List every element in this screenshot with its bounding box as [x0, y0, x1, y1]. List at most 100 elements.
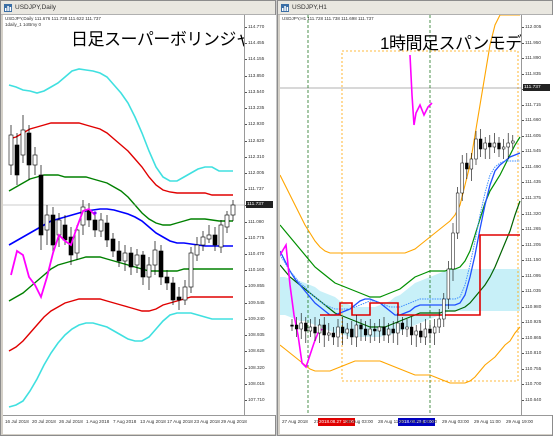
h1-chart-title: 1時間足スパンモデル [380, 34, 521, 53]
h1-chart-plot[interactable]: USDJPY,H1 111.728 111.738 111.698 111.73… [280, 15, 521, 415]
chart-window-icon [4, 4, 12, 12]
candle-body [414, 330, 418, 336]
candle-body [122, 252, 128, 262]
bollinger-plus1-line [8, 174, 233, 226]
candle-body [313, 326, 317, 334]
daily-ohlc-readout: USDJPY,Daily 111.676 111.738 111.622 111… [5, 16, 101, 21]
candle-body [170, 282, 176, 301]
candle-body [368, 328, 372, 336]
daily-chart-plot[interactable]: USDJPY,Daily 111.676 111.738 111.622 111… [3, 15, 244, 415]
price-tick [245, 254, 247, 256]
time-label: 17 Aug 2018 [167, 419, 193, 424]
price-tick [522, 151, 524, 153]
daily-chart-titlebar[interactable]: USDJPY,Daily [1, 1, 275, 15]
chikou-span-line-b [409, 54, 433, 126]
time-label: 27 [314, 419, 320, 424]
price-label: 111.375 [525, 194, 541, 200]
candle-body [322, 324, 326, 336]
price-tick [245, 43, 247, 45]
candle-body [327, 332, 331, 336]
price-label: 111.715 [525, 101, 541, 107]
h1-chart-titlebar[interactable]: USDJPY,H1 [278, 1, 552, 15]
candle-body [50, 214, 56, 246]
candle-body [128, 252, 134, 268]
candle-body [8, 134, 14, 166]
price-tick [522, 353, 524, 355]
h1-chart-symbol: USDJPY,H1 [292, 4, 327, 11]
candle-body [511, 140, 515, 144]
price-label: 112.005 [525, 24, 542, 29]
time-label: 29 Aug 2018 [221, 419, 247, 424]
daily-chart-title: 日足スーパーボリンジャー [71, 30, 244, 49]
span-red-step-line [320, 234, 520, 316]
price-tick [245, 75, 247, 77]
time-label: 27 Aug 2018 [282, 419, 308, 424]
price-label: 109.855 [248, 283, 265, 289]
price-label: 112.310 [248, 153, 265, 159]
price-tick [522, 120, 524, 122]
candle-body [483, 142, 487, 150]
daily-indicator-label: 1daily_1 1σBmy 0 [5, 22, 42, 27]
time-label: 13 Aug 2018 [140, 419, 166, 424]
highlight-blue-time-marker: 2018.08.29 03:00 [398, 418, 436, 426]
daily-chart-window[interactable]: USDJPY,Daily USDJPY,Daily 111.676 111.73… [0, 0, 276, 436]
h1-price-axis[interactable]: 112.005111.950111.890111.835111.775111.7… [521, 15, 553, 415]
price-label: 111.835 [525, 70, 541, 76]
h1-time-axis[interactable]: 2018.08.27 18:00 2018.08.29 03:00 27 Aug 2… [280, 415, 552, 434]
daily-price-axis[interactable]: 114.770 114.455 114.155 113.850 113.540 113.2… [244, 15, 276, 415]
candle-body [428, 328, 432, 334]
candle-body [391, 328, 395, 334]
h1-chart-window[interactable]: USDJPY,H1 USDJPY,H1 111.728 111.738 111.… [277, 0, 553, 436]
price-tick [522, 182, 524, 184]
candle-body [164, 276, 170, 284]
price-label: 111.545 [525, 148, 541, 154]
price-tick [522, 275, 524, 277]
candle-body [340, 326, 345, 334]
price-tick [245, 335, 247, 337]
price-label: 110.470 [248, 251, 265, 257]
price-label: 108.320 [248, 364, 265, 370]
h1-ohlc-readout: USDJPY,H1 111.728 111.738 111.698 111.73… [282, 16, 374, 21]
price-label: 111.080 [248, 218, 264, 224]
price-label: 112.930 [248, 121, 265, 127]
chikou-span-line [10, 207, 96, 300]
candle-body [460, 162, 464, 194]
candle-body [497, 142, 501, 150]
price-tick [245, 367, 247, 369]
candle-body [200, 236, 206, 246]
candle-body [405, 326, 409, 330]
price-label: 111.660 [525, 117, 541, 123]
bollinger-minus2-line [8, 296, 233, 352]
time-label: 29 Aug 11:00 [474, 419, 501, 424]
daily-time-axis[interactable]: 16 Jul 2018 20 Jul 2018 26 Jul 2018 1 Aug 2… [3, 415, 275, 434]
h1-chart-canvas [280, 15, 521, 415]
price-label: 110.640 [525, 397, 542, 402]
candle-body [152, 249, 158, 266]
price-tick [522, 337, 524, 339]
price-tick [522, 135, 524, 137]
current-price-marker: 111.737 [523, 84, 550, 91]
price-label: 114.770 [248, 24, 265, 29]
time-label: 29 Aug 19:00 [506, 419, 534, 424]
price-label: 110.755 [525, 365, 542, 371]
price-label: 111.265 [525, 226, 541, 232]
price-tick [522, 368, 524, 370]
price-tick [245, 91, 247, 93]
price-tick [245, 400, 247, 401]
time-label: 29 Aug 03:00 [442, 419, 470, 424]
price-tick [522, 322, 524, 324]
price-tick [522, 197, 524, 199]
candle-body [146, 264, 152, 278]
daily-chart-symbol: USDJPY,Daily [15, 4, 57, 11]
candle-body [230, 204, 236, 216]
candle-body [455, 192, 460, 234]
candle-body [373, 328, 377, 332]
time-label: 28 Aug 11:00 [378, 419, 405, 424]
candle-body [432, 326, 437, 334]
price-label: 107.710 [248, 397, 265, 402]
candle-body [38, 174, 44, 236]
candle-body [176, 296, 182, 301]
price-tick [522, 400, 524, 401]
price-label: 111.737 [248, 186, 264, 192]
candle-body [140, 254, 146, 278]
